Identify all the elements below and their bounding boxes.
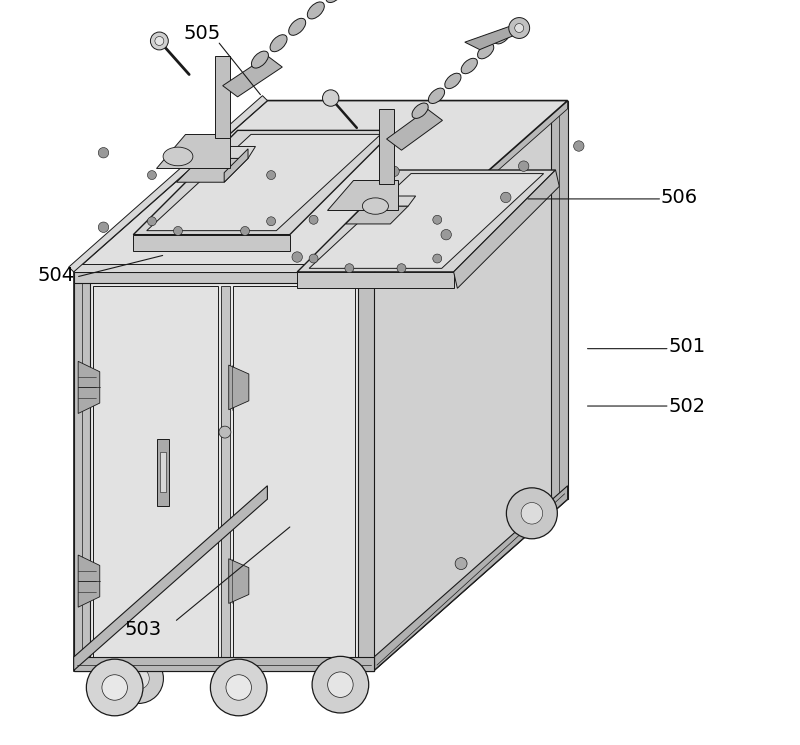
Ellipse shape xyxy=(270,35,287,51)
Circle shape xyxy=(328,672,353,697)
Circle shape xyxy=(521,503,542,524)
Circle shape xyxy=(128,668,150,689)
Polygon shape xyxy=(74,264,374,272)
Circle shape xyxy=(102,675,127,700)
Circle shape xyxy=(509,18,530,39)
Polygon shape xyxy=(327,180,398,210)
Text: 502: 502 xyxy=(668,396,706,416)
Polygon shape xyxy=(134,235,290,251)
Polygon shape xyxy=(146,134,381,231)
Polygon shape xyxy=(374,101,568,280)
Circle shape xyxy=(514,24,524,33)
Ellipse shape xyxy=(461,58,478,74)
Text: 503: 503 xyxy=(125,620,162,639)
Ellipse shape xyxy=(478,43,494,59)
Polygon shape xyxy=(358,272,374,670)
Ellipse shape xyxy=(428,88,445,104)
Circle shape xyxy=(312,656,369,713)
Polygon shape xyxy=(200,147,255,159)
Polygon shape xyxy=(222,286,230,658)
Polygon shape xyxy=(224,149,248,183)
Circle shape xyxy=(397,264,406,273)
Circle shape xyxy=(266,217,275,226)
Circle shape xyxy=(433,254,442,263)
Polygon shape xyxy=(69,95,267,272)
Circle shape xyxy=(433,215,442,224)
Polygon shape xyxy=(74,101,568,272)
Polygon shape xyxy=(160,452,166,492)
Ellipse shape xyxy=(326,0,343,2)
Polygon shape xyxy=(74,661,374,671)
Circle shape xyxy=(309,215,318,224)
Polygon shape xyxy=(74,272,90,670)
Circle shape xyxy=(518,161,529,171)
Circle shape xyxy=(147,171,156,180)
Circle shape xyxy=(150,32,168,50)
Ellipse shape xyxy=(307,2,324,19)
Polygon shape xyxy=(156,134,230,168)
Circle shape xyxy=(266,171,275,180)
Ellipse shape xyxy=(251,51,269,68)
Ellipse shape xyxy=(494,28,510,44)
Circle shape xyxy=(292,252,302,262)
Polygon shape xyxy=(379,110,394,184)
Polygon shape xyxy=(297,170,555,272)
Polygon shape xyxy=(297,272,454,288)
Polygon shape xyxy=(74,272,374,670)
Polygon shape xyxy=(229,559,249,603)
Polygon shape xyxy=(551,101,568,499)
Polygon shape xyxy=(374,101,568,670)
Polygon shape xyxy=(454,170,559,288)
Polygon shape xyxy=(374,486,568,670)
Polygon shape xyxy=(74,272,374,283)
Polygon shape xyxy=(233,286,354,658)
Circle shape xyxy=(98,148,109,158)
Polygon shape xyxy=(309,174,544,268)
Polygon shape xyxy=(177,159,248,183)
Circle shape xyxy=(309,254,318,263)
Circle shape xyxy=(174,226,182,235)
Ellipse shape xyxy=(412,103,428,118)
Polygon shape xyxy=(78,555,100,607)
Ellipse shape xyxy=(445,73,461,89)
Ellipse shape xyxy=(362,198,389,215)
Circle shape xyxy=(98,222,109,232)
Polygon shape xyxy=(229,365,249,410)
Circle shape xyxy=(322,90,339,107)
Polygon shape xyxy=(222,56,282,97)
Text: 505: 505 xyxy=(184,24,221,43)
Circle shape xyxy=(506,488,558,539)
Polygon shape xyxy=(93,286,218,658)
Text: 506: 506 xyxy=(661,188,698,207)
Circle shape xyxy=(455,557,467,569)
Circle shape xyxy=(574,141,584,151)
Polygon shape xyxy=(465,25,523,50)
Circle shape xyxy=(147,217,156,226)
Circle shape xyxy=(226,675,251,700)
Circle shape xyxy=(155,37,164,45)
Polygon shape xyxy=(134,130,394,235)
Circle shape xyxy=(114,653,163,703)
Polygon shape xyxy=(74,486,267,670)
Circle shape xyxy=(441,229,451,240)
Polygon shape xyxy=(346,206,408,224)
Polygon shape xyxy=(74,657,374,670)
Polygon shape xyxy=(78,361,100,413)
Circle shape xyxy=(501,192,511,203)
Circle shape xyxy=(241,226,250,235)
Polygon shape xyxy=(157,439,169,506)
Polygon shape xyxy=(363,196,416,206)
Circle shape xyxy=(389,166,399,177)
Circle shape xyxy=(86,659,143,716)
Circle shape xyxy=(345,264,354,273)
Circle shape xyxy=(210,659,267,716)
Text: 504: 504 xyxy=(38,266,74,285)
Circle shape xyxy=(219,426,231,438)
Text: 501: 501 xyxy=(668,337,706,356)
Polygon shape xyxy=(215,56,230,138)
Polygon shape xyxy=(386,110,442,150)
Polygon shape xyxy=(374,491,568,670)
Ellipse shape xyxy=(289,19,306,35)
Ellipse shape xyxy=(163,147,193,165)
